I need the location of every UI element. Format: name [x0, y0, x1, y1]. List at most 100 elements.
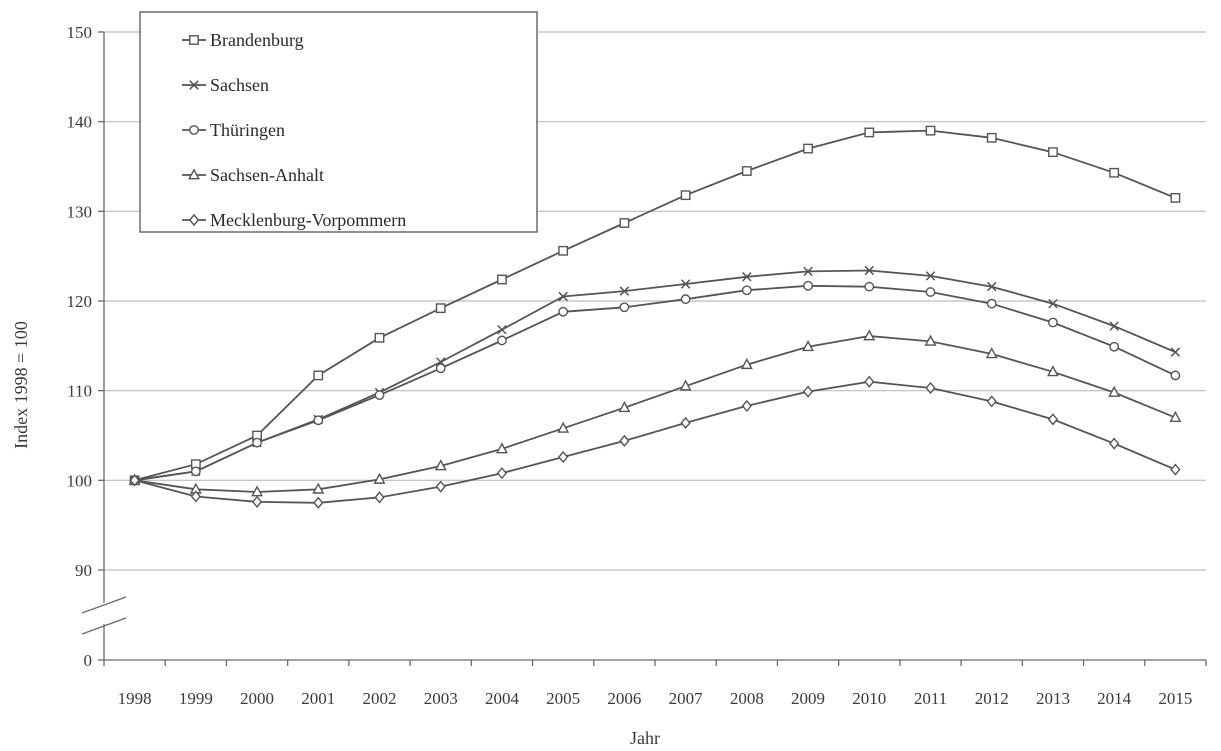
data-point-th-ringen: [252, 437, 262, 448]
y-tick-label: 0: [84, 651, 93, 670]
series-sachsen-anhalt: [128, 329, 1182, 497]
data-point-sachsen-anhalt: [495, 442, 508, 454]
data-point-brandenburg: [497, 274, 507, 285]
data-point-mecklenburg-vorpommern: [1170, 463, 1181, 476]
x-tick-label: 2013: [1036, 689, 1070, 708]
data-point-sachsen: [864, 265, 875, 276]
data-point-sachsen: [986, 281, 997, 292]
x-tick-label: 2006: [607, 689, 641, 708]
series-mecklenburg-vorpommern: [129, 375, 1181, 509]
series-line-sachsen: [134, 269, 1176, 482]
x-tick-label: 2012: [975, 689, 1009, 708]
data-point-brandenburg: [374, 332, 385, 343]
data-point-sachsen: [558, 291, 568, 302]
axis-break-mark-bottom: [81, 617, 127, 635]
data-point-brandenburg: [619, 218, 630, 228]
x-tick-label: 2002: [363, 689, 397, 708]
data-point-mecklenburg-vorpommern: [986, 395, 997, 408]
legend-marker: [188, 213, 200, 227]
data-point-sachsen: [1109, 321, 1119, 331]
x-tick-label: 2005: [546, 689, 580, 708]
data-point-th-ringen: [435, 363, 446, 374]
data-point-brandenburg: [1048, 147, 1058, 158]
legend-entry-th-ringen: Thüringen: [182, 120, 285, 140]
data-point-brandenburg: [558, 245, 569, 256]
data-point-mecklenburg-vorpommern: [925, 381, 936, 395]
data-point-sachsen-anhalt: [557, 421, 570, 433]
data-point-mecklenburg-vorpommern: [1109, 437, 1120, 450]
x-tick-label: 2011: [914, 689, 947, 708]
data-point-sachsen: [1048, 298, 1058, 309]
axis-break-mark-top: [81, 596, 127, 614]
data-point-th-ringen: [190, 466, 201, 477]
data-point-brandenburg: [435, 303, 446, 314]
legend-label: Sachsen-Anhalt: [210, 165, 324, 185]
data-point-th-ringen: [1109, 341, 1120, 352]
legend-label: Brandenburg: [210, 30, 304, 50]
data-point-brandenburg: [741, 166, 752, 176]
data-point-th-ringen: [741, 285, 752, 296]
data-point-sachsen: [680, 279, 691, 289]
data-point-sachsen: [1170, 347, 1181, 357]
legend-marker: [189, 125, 199, 135]
data-point-mecklenburg-vorpommern: [864, 375, 875, 388]
series-line-sachsen-anhalt: [134, 335, 1176, 493]
y-tick-label: 120: [67, 292, 93, 311]
data-point-sachsen-anhalt: [1108, 385, 1121, 397]
data-point-sachsen-anhalt: [863, 329, 876, 341]
data-point-th-ringen: [558, 306, 569, 317]
x-tick-label: 2010: [852, 689, 886, 708]
axes: 0 90 100 110 120 130 140 150 1998 1999 2000 2001 200…: [67, 23, 1207, 708]
data-point-brandenburg: [803, 143, 813, 154]
data-point-sachsen-anhalt: [373, 472, 386, 484]
legend-entry-mecklenburg-vorpommern: Mecklenburg-Vorpommern: [182, 210, 406, 230]
y-tick-label: 130: [67, 202, 93, 221]
data-point-sachsen: [925, 271, 936, 281]
data-point-th-ringen: [619, 302, 630, 313]
data-point-mecklenburg-vorpommern: [1047, 413, 1059, 426]
x-tick-label: 2015: [1158, 689, 1192, 708]
series-line-brandenburg: [134, 129, 1176, 482]
x-tick-label: 2001: [301, 689, 335, 708]
x-tick-label: 2007: [669, 689, 704, 708]
y-tick-label: 110: [67, 382, 92, 401]
data-point-sachsen-anhalt: [802, 340, 815, 352]
data-point-mecklenburg-vorpommern: [558, 450, 569, 464]
y-tick-label: 100: [67, 471, 93, 490]
data-point-sachsen-anhalt: [312, 482, 325, 494]
data-point-th-ringen: [374, 390, 385, 401]
data-point-mecklenburg-vorpommern: [129, 474, 140, 487]
data-point-sachsen-anhalt: [618, 401, 631, 413]
series-line-mecklenburg-vorpommern: [134, 380, 1176, 504]
legend-entry-sachsen-anhalt: Sachsen-Anhalt: [182, 165, 324, 185]
data-point-mecklenburg-vorpommern: [374, 491, 385, 504]
data-point-sachsen: [619, 286, 630, 296]
series-sachsen: [129, 265, 1181, 486]
data-point-th-ringen: [680, 294, 691, 305]
data-point-sachsen-anhalt: [1046, 365, 1059, 377]
data-point-sachsen: [803, 266, 813, 277]
data-point-mecklenburg-vorpommern: [741, 399, 752, 412]
data-point-th-ringen: [497, 335, 507, 346]
x-tick-label: 2003: [424, 689, 458, 708]
data-point-brandenburg: [313, 370, 324, 381]
data-point-brandenburg: [864, 127, 875, 138]
data-point-sachsen-anhalt: [924, 334, 937, 346]
data-point-th-ringen: [864, 281, 875, 292]
data-point-sachsen-anhalt: [679, 379, 692, 391]
legend-marker: [188, 168, 200, 180]
data-point-th-ringen: [986, 298, 997, 309]
data-point-brandenburg: [1170, 192, 1181, 203]
legend-box: [139, 11, 538, 233]
legend-marker: [189, 35, 199, 45]
data-point-mecklenburg-vorpommern: [680, 416, 691, 430]
y-axis-title: Index 1998 = 100: [11, 321, 31, 449]
legend-entry-brandenburg: Brandenburg: [182, 30, 304, 50]
data-point-sachsen-anhalt: [434, 459, 447, 471]
data-point-th-ringen: [803, 280, 813, 291]
y-tick-label: 140: [67, 113, 93, 132]
data-point-brandenburg: [986, 132, 997, 143]
data-point-mecklenburg-vorpommern: [619, 434, 630, 447]
data-point-mecklenburg-vorpommern: [251, 495, 263, 508]
